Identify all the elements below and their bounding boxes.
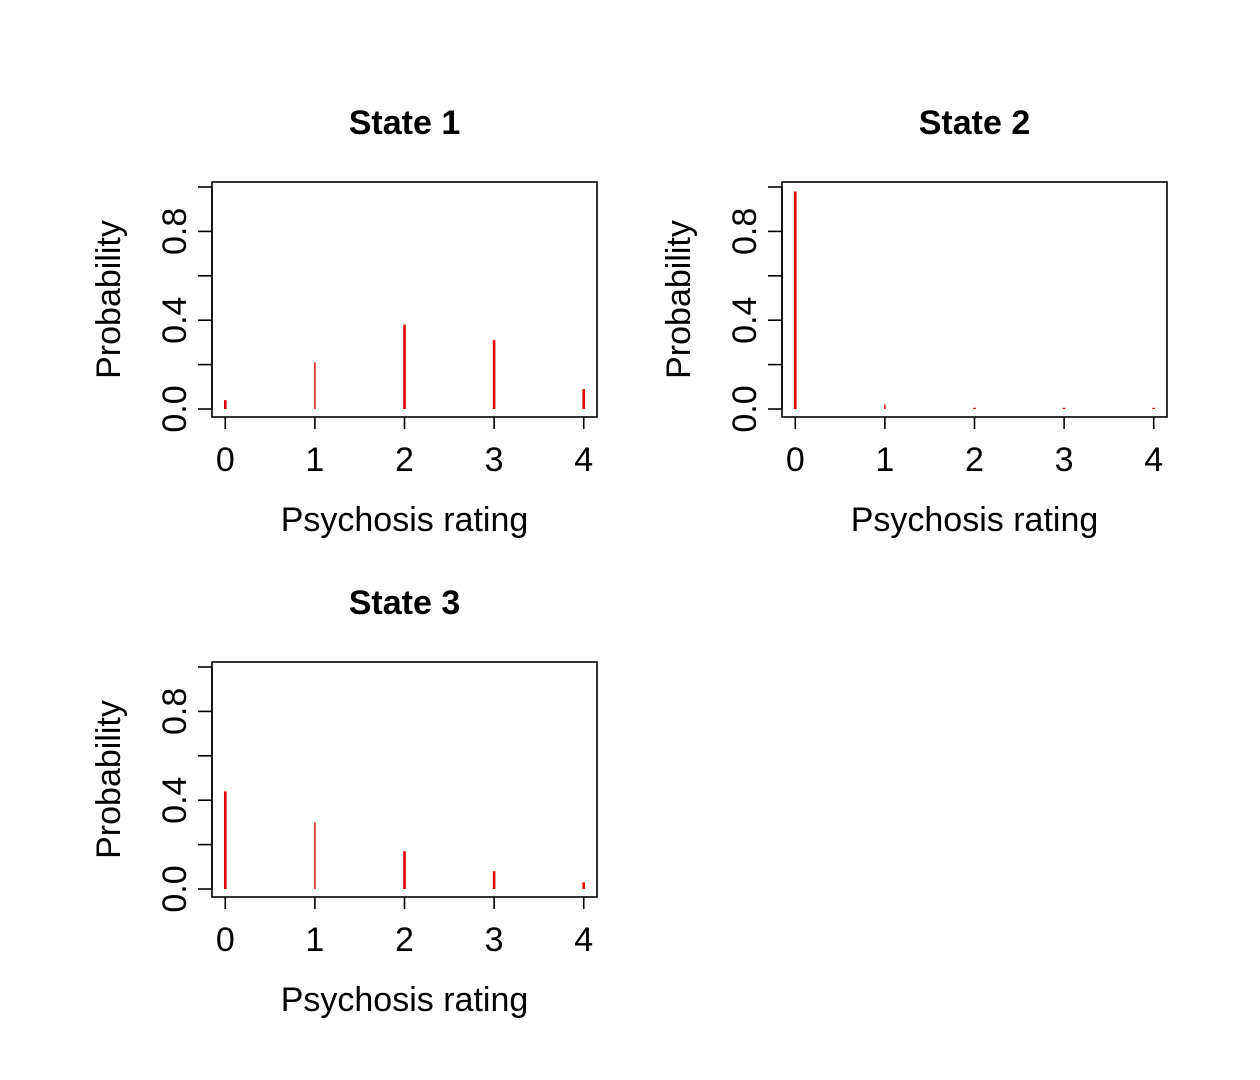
x-tick-label: 4 (574, 441, 593, 479)
x-tick-label: 1 (305, 921, 324, 959)
x-tick-label: 4 (574, 921, 593, 959)
y-axis: 0.0 0.4 0.8 (156, 666, 213, 913)
y-tick-label: 0.0 (156, 385, 194, 432)
y-axis-label: Probability (90, 220, 128, 379)
y-axis: 0.0 0.4 0.8 (156, 186, 213, 433)
x-axis-label: Psychosis rating (281, 501, 529, 539)
x-tick-label: 3 (485, 921, 504, 959)
chart-title: State 3 (349, 584, 461, 622)
x-tick-label: 3 (1055, 441, 1074, 479)
y-axis-label: Probability (660, 220, 698, 379)
y-axis-label: Probability (90, 700, 128, 859)
y-tick-label: 0.8 (726, 208, 764, 255)
bars (793, 191, 1156, 409)
x-tick-label: 1 (875, 441, 894, 479)
panel-3: State 3 0.0 0.4 0.8 0 1 2 3 4 Psychosis rating Pro… (90, 584, 598, 1019)
y-axis: 0.0 0.4 0.8 (726, 186, 783, 433)
y-tick-label: 0.0 (726, 385, 764, 432)
x-tick-label: 0 (786, 441, 805, 479)
bars (223, 324, 586, 409)
x-tick-label: 1 (305, 441, 324, 479)
x-tick-label: 3 (485, 441, 504, 479)
y-tick-label: 0.4 (156, 297, 194, 344)
x-tick-label: 0 (216, 441, 235, 479)
x-tick-label: 2 (395, 441, 414, 479)
x-tick-label: 2 (395, 921, 414, 959)
panel-2: State 2 0.0 0.4 0.8 0 1 2 3 4 Psychosis rating Pro… (660, 104, 1168, 539)
x-tick-label: 2 (965, 441, 984, 479)
y-tick-label: 0.0 (156, 865, 194, 912)
x-tick-label: 4 (1144, 441, 1163, 479)
x-axis: 0 1 2 3 4 (216, 897, 593, 959)
x-axis: 0 1 2 3 4 (216, 417, 593, 479)
x-tick-label: 0 (216, 921, 235, 959)
panel-1: State 1 0.0 0.4 0.8 0 1 2 3 4 Psychosis rating Pro… (90, 104, 598, 539)
x-axis-label: Psychosis rating (851, 501, 1099, 539)
bars (223, 791, 586, 889)
x-axis-label: Psychosis rating (281, 981, 529, 1019)
y-tick-label: 0.8 (156, 688, 194, 735)
y-tick-label: 0.4 (156, 777, 194, 824)
plot-frame (781, 181, 1168, 418)
x-axis: 0 1 2 3 4 (786, 417, 1163, 479)
chart-title: State 1 (349, 104, 461, 142)
y-tick-label: 0.8 (156, 208, 194, 255)
chart-title: State 2 (919, 104, 1031, 142)
y-tick-label: 0.4 (726, 297, 764, 344)
